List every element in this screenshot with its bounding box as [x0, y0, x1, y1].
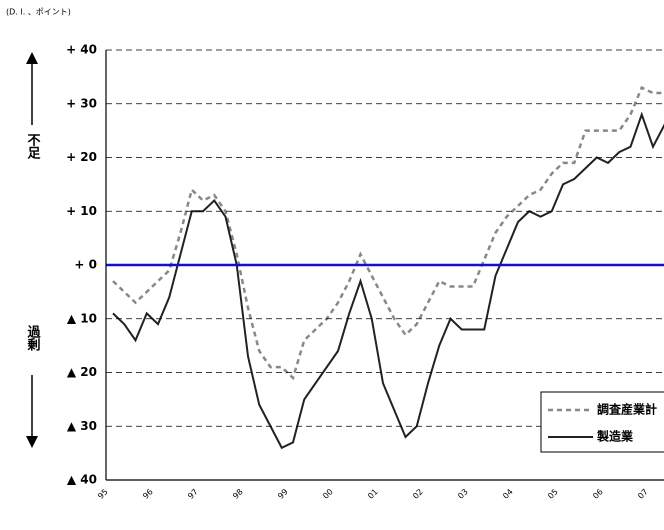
x-tick-label: 02 — [411, 487, 425, 501]
legend-box — [540, 391, 664, 453]
x-tick-label: 05 — [546, 487, 560, 501]
x-tick-label: 99 — [276, 487, 290, 501]
x-tick-label: 04 — [501, 487, 515, 501]
x-tick-label: 00 — [321, 487, 335, 501]
plot-area — [112, 85, 664, 450]
series-line — [112, 111, 664, 450]
y-tick-label: ▲ 40 — [67, 473, 97, 487]
y-tick-label: + 40 — [66, 43, 97, 57]
y-tick-label: ▲ 30 — [67, 419, 97, 433]
y-tick-label: + 20 — [66, 150, 97, 164]
upper-label: 不足 — [25, 133, 41, 160]
y-tick-label: ▲ 20 — [67, 365, 97, 379]
x-tick-label: 01 — [366, 487, 380, 501]
lower-label: 過剰 — [25, 324, 42, 352]
x-tick-label: 07 — [636, 487, 650, 501]
x-tick-label: 98 — [231, 487, 245, 501]
unit-note: (D. I. 、ポイント) — [6, 8, 71, 17]
x-tick-label: 06 — [591, 487, 605, 501]
legend-label: 調査産業計 — [597, 402, 657, 417]
x-tick-label: 95 — [96, 487, 110, 501]
series-line — [112, 85, 664, 381]
y-tick-label: + 10 — [66, 204, 97, 218]
legend-label: 製造業 — [596, 429, 634, 444]
y-tick-label: ▲ 10 — [67, 311, 97, 325]
x-tick-label: 03 — [456, 487, 470, 501]
y-tick-label: + 30 — [66, 96, 97, 110]
x-tick-label: 97 — [186, 487, 200, 501]
x-tick-label: 96 — [141, 487, 155, 501]
y-tick-label: + 0 — [74, 258, 97, 272]
